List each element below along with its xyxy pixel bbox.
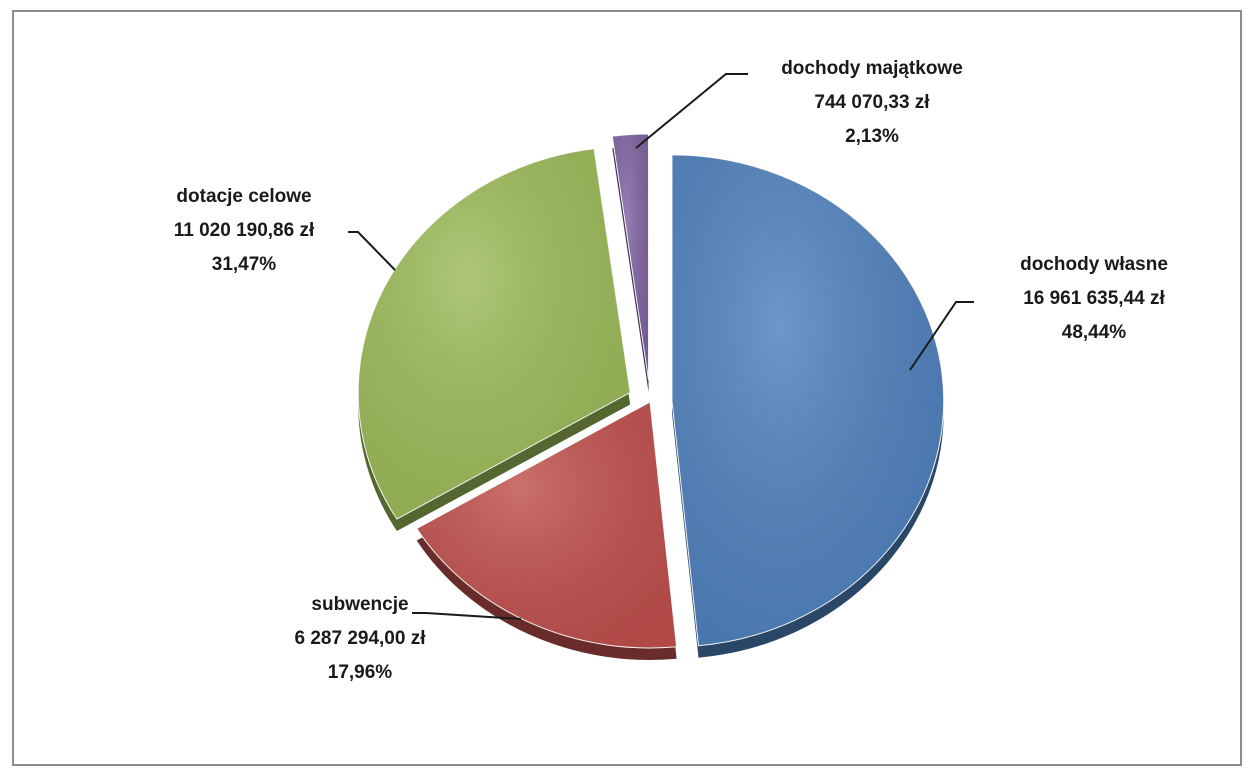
pie-chart: dochody własne 16 961 635,44 zł 48,44% subw… (174, 58, 1168, 683)
data-label-name-dotacje-celowe: dotacje celowe (176, 186, 311, 207)
data-label-layer: dochody własne 16 961 635,44 zł 48,44% subw… (174, 58, 1168, 683)
data-label-value-dochody-wlasne: 16 961 635,44 zł (1023, 288, 1165, 309)
slice-layer (357, 133, 945, 649)
data-label-dochody-majatkowe: dochody majątkowe 744 070,33 zł 2,13% (781, 58, 963, 147)
data-label-name-dochody-majatkowe: dochody majątkowe (781, 58, 963, 79)
leader-line-layer (348, 73, 974, 620)
data-label-value-dochody-majatkowe: 744 070,33 zł (814, 92, 930, 113)
leader-line-dochody-majatkowe (635, 73, 748, 149)
data-label-percent-dotacje-celowe: 31,47% (212, 254, 277, 275)
leader-line-dochody-wlasne (909, 301, 974, 371)
data-label-value-dotacje-celowe: 11 020 190,86 zł (174, 220, 315, 241)
chart-area: dochody własne 16 961 635,44 zł 48,44% subw… (12, 10, 1242, 766)
data-label-subwencje: subwencje 6 287 294,00 zł 17,96% (295, 594, 427, 683)
data-label-dochody-wlasne: dochody własne 16 961 635,44 zł 48,44% (1020, 254, 1168, 343)
data-label-percent-dochody-wlasne: 48,44% (1062, 322, 1127, 343)
data-label-value-subwencje: 6 287 294,00 zł (295, 628, 427, 649)
leader-line-subwencje (412, 612, 522, 620)
data-label-percent-dochody-majatkowe: 2,13% (845, 126, 899, 147)
pie-slice-shading-dotacje-celowe (358, 148, 631, 519)
data-label-name-dochody-wlasne: dochody własne (1020, 254, 1168, 275)
pie-slice-shading-dochody-wlasne (671, 154, 944, 646)
pie-slice-shading-dochody-majatkowe (612, 134, 649, 381)
data-label-dotacje-celowe: dotacje celowe 11 020 190,86 zł 31,47% (174, 186, 315, 275)
data-label-name-subwencje: subwencje (311, 594, 408, 615)
pie-slice-shading-subwencje (416, 402, 677, 648)
data-label-percent-subwencje: 17,96% (328, 662, 393, 683)
leader-line-dotacje-celowe (348, 231, 396, 271)
